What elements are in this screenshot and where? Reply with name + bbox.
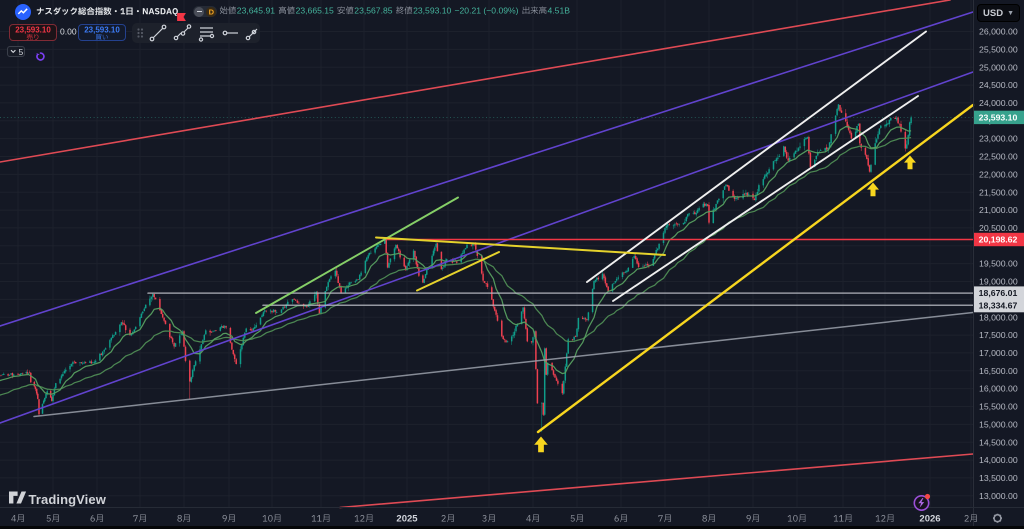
- svg-text:2026: 2026: [919, 514, 940, 525]
- svg-text:23,645.91: 23,645.91: [237, 5, 275, 15]
- svg-text:2025: 2025: [396, 514, 418, 525]
- svg-text:23,665.15: 23,665.15: [296, 5, 334, 15]
- svg-text:15,500.00: 15,500.00: [979, 402, 1018, 412]
- svg-text:20,198.62: 20,198.62: [979, 235, 1018, 245]
- svg-text:23,000.00: 23,000.00: [979, 134, 1018, 144]
- svg-text:16,500.00: 16,500.00: [979, 366, 1018, 376]
- svg-text:0.00: 0.00: [60, 27, 77, 37]
- svg-text:16,000.00: 16,000.00: [979, 384, 1018, 394]
- svg-text:D: D: [209, 7, 215, 16]
- svg-text:20,500.00: 20,500.00: [979, 223, 1018, 233]
- svg-text:18,676.01: 18,676.01: [979, 288, 1018, 298]
- svg-text:18,000.00: 18,000.00: [979, 312, 1018, 322]
- svg-text:24,000.00: 24,000.00: [979, 98, 1018, 108]
- svg-text:5: 5: [19, 47, 24, 57]
- svg-text:21,500.00: 21,500.00: [979, 187, 1018, 197]
- svg-text:13,500.00: 13,500.00: [979, 473, 1018, 483]
- svg-text:23,567.85: 23,567.85: [354, 5, 392, 15]
- svg-text:23,593.10: 23,593.10: [979, 113, 1018, 123]
- svg-text:TradingView: TradingView: [29, 492, 107, 507]
- svg-text:23,593.10: 23,593.10: [84, 26, 120, 35]
- svg-text:22,500.00: 22,500.00: [979, 152, 1018, 162]
- svg-text:22,000.00: 22,000.00: [979, 170, 1018, 180]
- svg-text:23,593.10: 23,593.10: [413, 5, 451, 15]
- svg-text:17,500.00: 17,500.00: [979, 330, 1018, 340]
- svg-text:13,000.00: 13,000.00: [979, 491, 1018, 501]
- svg-text:4.51B: 4.51B: [548, 5, 571, 15]
- svg-text:25,500.00: 25,500.00: [979, 45, 1018, 55]
- svg-text:17,000.00: 17,000.00: [979, 348, 1018, 358]
- svg-text:14,000.00: 14,000.00: [979, 455, 1018, 465]
- svg-text:26,000.00: 26,000.00: [979, 27, 1018, 37]
- svg-text:24,500.00: 24,500.00: [979, 80, 1018, 90]
- svg-text:19,500.00: 19,500.00: [979, 259, 1018, 269]
- svg-text:23,593.10: 23,593.10: [15, 26, 51, 35]
- svg-text:14,500.00: 14,500.00: [979, 437, 1018, 447]
- svg-text:25,000.00: 25,000.00: [979, 62, 1018, 72]
- svg-text:−20.21 (−0.09%): −20.21 (−0.09%): [455, 5, 519, 15]
- svg-text:18,334.67: 18,334.67: [979, 301, 1018, 311]
- svg-text:21,000.00: 21,000.00: [979, 205, 1018, 215]
- svg-text:19,000.00: 19,000.00: [979, 277, 1018, 287]
- svg-text:15,000.00: 15,000.00: [979, 420, 1018, 430]
